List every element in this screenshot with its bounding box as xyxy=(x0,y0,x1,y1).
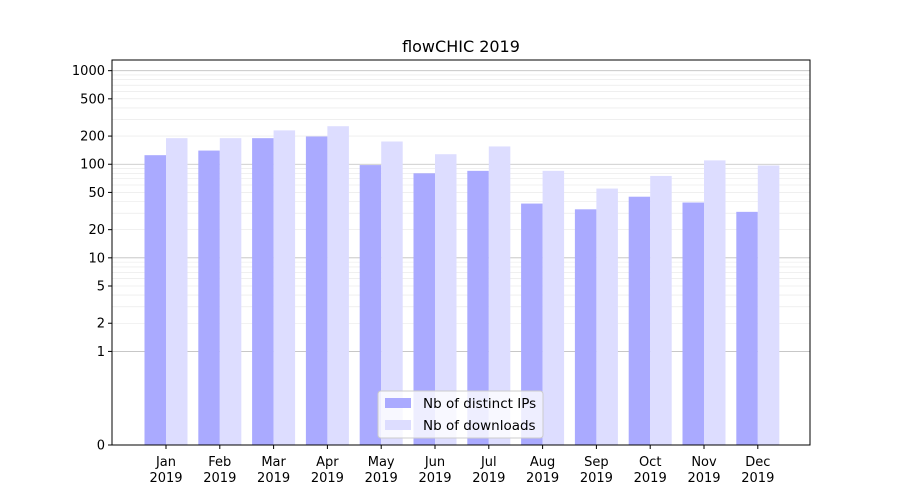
bar-downloads xyxy=(273,130,296,446)
x-tick-label-year: 2019 xyxy=(311,471,344,486)
x-tick-label-year: 2019 xyxy=(257,471,290,486)
bar-distinct-ips xyxy=(467,170,489,446)
x-tick-label-year: 2019 xyxy=(526,471,559,486)
bar-downloads xyxy=(435,154,457,446)
x-tick-label-year: 2019 xyxy=(418,471,451,486)
y-axis: 0 1 2 5 10 20 50 100 200 500 1000 xyxy=(72,64,112,454)
bar-distinct-ips xyxy=(521,203,543,445)
bar-distinct-ips xyxy=(574,209,597,445)
y-tick-label: 0 xyxy=(97,439,105,454)
y-tick-label: 2 xyxy=(97,317,105,332)
y-tick-label: 500 xyxy=(80,92,105,107)
bar-distinct-ips xyxy=(198,150,220,445)
bar-downloads xyxy=(704,160,726,445)
legend: Nb of distinct IPs Nb of downloads xyxy=(377,390,544,439)
bar-downloads xyxy=(219,138,242,446)
chart-title: flowCHIC 2019 xyxy=(402,37,520,56)
x-tick-label-year: 2019 xyxy=(203,471,236,486)
legend-swatch-distinct-ips xyxy=(385,398,411,408)
x-tick-label-year: 2019 xyxy=(634,471,667,486)
x-tick-label-month: Feb xyxy=(208,455,231,470)
bar-distinct-ips xyxy=(736,211,758,445)
bar-downloads xyxy=(757,165,780,446)
legend-swatch-downloads xyxy=(385,420,411,430)
x-tick-label-month: May xyxy=(368,455,395,470)
x-tick-label-month: Jun xyxy=(424,455,445,470)
bar-downloads xyxy=(166,138,188,446)
x-tick-label-year: 2019 xyxy=(472,471,505,486)
bar-distinct-ips xyxy=(413,173,435,445)
y-tick-label: 50 xyxy=(88,186,105,201)
y-tick-label: 200 xyxy=(80,130,105,145)
bar-downloads xyxy=(327,126,349,445)
bar-downloads xyxy=(381,141,403,445)
x-tick-label-month: Oct xyxy=(639,455,661,470)
y-tick-label: 100 xyxy=(80,158,105,173)
x-tick-label-month: Apr xyxy=(316,455,339,470)
x-axis: Jan2019Feb2019Mar2019Apr2019May2019Jun20… xyxy=(149,445,774,486)
x-tick-label-year: 2019 xyxy=(687,471,720,486)
x-tick-label-year: 2019 xyxy=(741,471,774,486)
legend-label-distinct-ips: Nb of distinct IPs xyxy=(423,396,536,412)
x-tick-label-year: 2019 xyxy=(149,471,182,486)
plot-frame xyxy=(111,59,811,446)
y-tick-label: 1000 xyxy=(72,64,105,79)
y-tick-label: 10 xyxy=(88,251,105,266)
x-tick-label-month: Sep xyxy=(584,455,609,470)
legend-box xyxy=(377,390,544,439)
bar-distinct-ips xyxy=(252,138,274,446)
bar-downloads xyxy=(542,170,565,446)
y-tick-label: 1 xyxy=(97,345,105,360)
x-tick-label-month: Jan xyxy=(155,455,176,470)
bar-downloads xyxy=(650,175,672,445)
x-tick-label-month: Jul xyxy=(480,455,497,470)
x-tick-label-month: Mar xyxy=(261,455,286,470)
bar-downloads xyxy=(596,188,618,445)
x-tick-label-month: Aug xyxy=(530,455,555,470)
bars xyxy=(144,126,780,446)
bar-distinct-ips xyxy=(305,136,328,445)
y-tick-label: 5 xyxy=(97,280,105,295)
x-tick-label-year: 2019 xyxy=(365,471,398,486)
bar-distinct-ips xyxy=(144,155,166,445)
legend-label-downloads: Nb of downloads xyxy=(423,418,536,434)
bar-distinct-ips xyxy=(359,165,382,445)
x-tick-label-month: Dec xyxy=(745,455,770,470)
bar-distinct-ips xyxy=(628,196,651,445)
bar-distinct-ips xyxy=(682,202,704,445)
bar-downloads xyxy=(488,146,511,446)
y-tick-label: 20 xyxy=(88,223,105,238)
x-tick-label-month: Nov xyxy=(691,455,717,470)
x-tick-label-year: 2019 xyxy=(580,471,613,486)
